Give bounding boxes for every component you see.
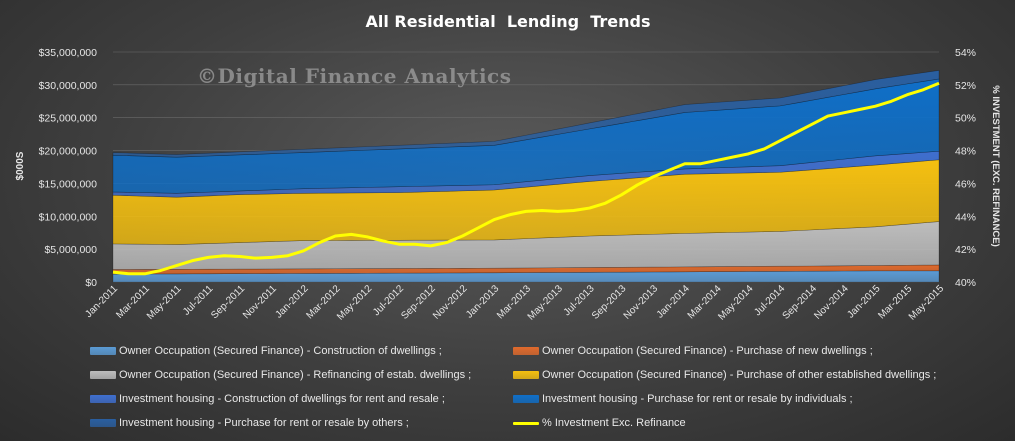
legend-label: % Investment Exc. Refinance bbox=[542, 417, 686, 429]
legend-label: Owner Occupation (Secured Finance) - Pur… bbox=[542, 345, 873, 357]
y-tick-label: $20,000,000 bbox=[39, 146, 98, 158]
y2-tick-label: 52% bbox=[955, 80, 976, 92]
y2-tick-label: 42% bbox=[955, 244, 976, 256]
legend-label: Owner Occupation (Secured Finance) - Pur… bbox=[542, 369, 937, 381]
x-tick-label: Nov-2011 bbox=[241, 283, 279, 321]
area-series-construction bbox=[112, 270, 940, 283]
x-tick-label: May-2012 bbox=[335, 283, 375, 323]
y2-tick-label: 48% bbox=[955, 146, 976, 158]
x-tick-label: May-2011 bbox=[145, 283, 184, 322]
x-tick-label: Nov-2012 bbox=[431, 283, 470, 322]
legend-item-other-established: Owner Occupation (Secured Finance) - Pur… bbox=[513, 367, 983, 383]
y-tick-label: $10,000,000 bbox=[39, 211, 98, 223]
legend-item-inv-individuals: Investment housing - Purchase for rent o… bbox=[513, 391, 983, 407]
y-tick-label: $30,000,000 bbox=[39, 80, 98, 92]
legend-item-refinancing: Owner Occupation (Secured Finance) - Ref… bbox=[90, 367, 513, 383]
legend-label: Investment housing - Purchase for rent o… bbox=[542, 393, 853, 405]
y-tick-label: $15,000,000 bbox=[39, 178, 98, 190]
y2-tick-label: 40% bbox=[955, 277, 976, 289]
y-axis-label: $000S bbox=[15, 151, 26, 180]
y2-tick-label: 44% bbox=[955, 211, 976, 223]
area-series-new-dwellings bbox=[112, 264, 940, 275]
legend-item-inv-others: Investment housing - Purchase for rent o… bbox=[90, 415, 513, 431]
legend-label: Investment housing - Purchase for rent o… bbox=[119, 417, 409, 429]
legend-item-investment-pct: % Investment Exc. Refinance bbox=[513, 415, 983, 431]
x-tick-label: Nov-2014 bbox=[812, 283, 851, 322]
y-tick-label: $5,000,000 bbox=[44, 244, 97, 256]
x-tick-label: May-2013 bbox=[526, 283, 566, 323]
legend-swatch bbox=[90, 347, 116, 355]
legend-label: Investment housing - Construction of dwe… bbox=[119, 393, 445, 405]
chart-title: All Residential Lending Trends bbox=[366, 12, 651, 31]
x-tick-label: May-2014 bbox=[716, 283, 756, 323]
legend-item-construction: Owner Occupation (Secured Finance) - Con… bbox=[90, 343, 513, 359]
y-tick-label: $25,000,000 bbox=[39, 113, 98, 125]
legend: Owner Occupation (Secured Finance) - Con… bbox=[90, 343, 990, 431]
legend-swatch bbox=[513, 421, 539, 425]
legend-label: Owner Occupation (Secured Finance) - Ref… bbox=[119, 369, 472, 381]
y-tick-label: $35,000,000 bbox=[39, 47, 98, 59]
legend-swatch bbox=[513, 395, 539, 403]
legend-swatch bbox=[513, 347, 539, 355]
legend-item-inv-construction: Investment housing - Construction of dwe… bbox=[90, 391, 513, 407]
legend-swatch bbox=[90, 395, 116, 403]
area-series-inv-others bbox=[112, 70, 940, 158]
legend-swatch bbox=[90, 371, 116, 379]
y2-tick-label: 46% bbox=[955, 178, 976, 190]
area-series-inv-individuals bbox=[112, 78, 940, 194]
x-tick-label: May-2015 bbox=[907, 283, 947, 323]
y2-tick-label: 50% bbox=[955, 113, 976, 125]
x-tick-label: Nov-2013 bbox=[622, 283, 661, 322]
legend-swatch bbox=[90, 419, 116, 427]
legend-item-new-dwellings: Owner Occupation (Secured Finance) - Pur… bbox=[513, 343, 983, 359]
legend-swatch bbox=[513, 371, 539, 379]
y2-tick-label: 54% bbox=[955, 47, 976, 59]
legend-label: Owner Occupation (Secured Finance) - Con… bbox=[119, 345, 442, 357]
line-series-investment-pct bbox=[112, 81, 940, 276]
y2-axis-label: % INVESTMENT (EXC. REFINANCE) bbox=[990, 85, 1001, 247]
watermark: ©Digital Finance Analytics bbox=[197, 64, 512, 88]
y-tick-label: $0 bbox=[85, 277, 97, 289]
